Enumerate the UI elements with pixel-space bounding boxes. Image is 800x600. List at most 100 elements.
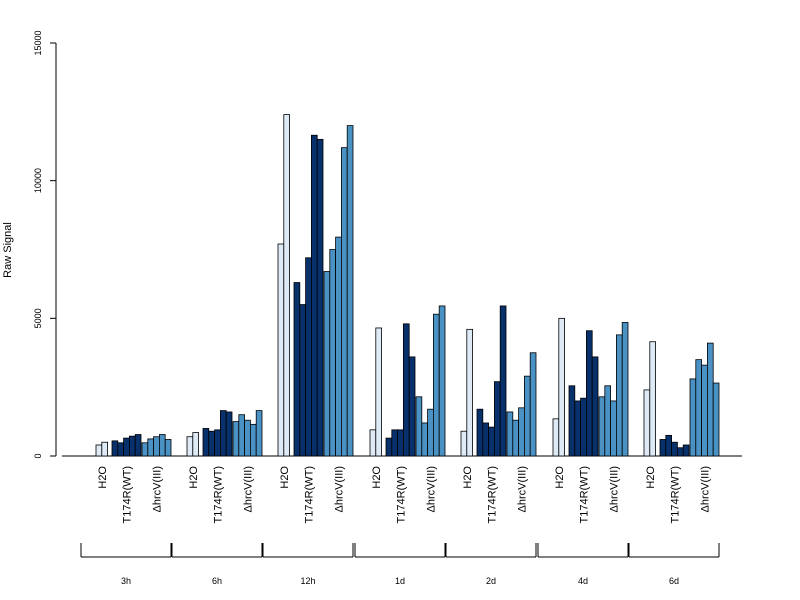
bar [695, 359, 702, 457]
category-label: H2O [645, 466, 657, 489]
category-label: T174R(WT) [670, 466, 682, 523]
category-label: H2O [279, 466, 291, 489]
bar [580, 397, 587, 457]
timepoint-label: 4d [578, 576, 588, 586]
category-label: T174R(WT) [487, 466, 499, 523]
timepoint-label: 6d [669, 576, 679, 586]
bar [147, 438, 155, 457]
bar [707, 342, 714, 457]
bar [192, 432, 200, 457]
bar [277, 243, 285, 457]
bar [476, 408, 484, 457]
bar [232, 421, 240, 457]
bar [568, 385, 576, 457]
bar [466, 328, 473, 457]
bar [186, 436, 194, 457]
bar [316, 138, 324, 457]
bar [305, 257, 312, 457]
bar [111, 440, 119, 457]
bar [518, 407, 525, 457]
bar [158, 434, 166, 457]
plot-area [62, 114, 742, 457]
category-label: T174R(WT) [122, 466, 134, 523]
bar [460, 430, 468, 457]
bar [310, 134, 318, 457]
bar [238, 414, 246, 457]
bar [95, 444, 103, 457]
bar [244, 419, 251, 457]
bar [128, 435, 136, 457]
bar [369, 429, 377, 457]
bar [340, 147, 348, 457]
category-label: H2O [97, 466, 109, 489]
bar [249, 423, 257, 457]
bar [164, 439, 172, 457]
category-label: T174R(WT) [579, 466, 591, 523]
timepoint-label: 12h [300, 576, 315, 586]
bar [438, 305, 446, 457]
bar [402, 323, 410, 457]
category-label: T174R(WT) [213, 466, 225, 523]
bar [421, 422, 428, 457]
bar [598, 396, 606, 457]
bar [604, 385, 611, 457]
category-label: ΔhrcV(III) [152, 466, 164, 512]
bar [335, 236, 342, 457]
bar [141, 442, 149, 457]
bar [558, 317, 565, 457]
bar [671, 441, 678, 457]
bar [524, 375, 531, 457]
bar [134, 434, 142, 457]
bar [117, 442, 125, 457]
y-tick-label: 10000 [33, 168, 43, 193]
category-label: ΔhrcV(III) [243, 466, 255, 512]
bar [123, 437, 130, 457]
category-label: H2O [554, 466, 566, 489]
bar [689, 378, 697, 457]
category-label: H2O [371, 466, 383, 489]
category-label: T174R(WT) [396, 466, 408, 523]
bar [659, 439, 667, 457]
bar [677, 447, 684, 457]
bar [682, 444, 690, 457]
bar [255, 410, 263, 457]
bar [499, 305, 507, 457]
bar [299, 304, 306, 457]
bar [643, 389, 651, 457]
bar [346, 125, 354, 457]
y-tick-label: 0 [33, 453, 43, 458]
timepoint-label: 1d [395, 576, 405, 586]
bar [202, 428, 210, 457]
category-label: ΔhrcV(III) [609, 466, 621, 512]
bar [397, 429, 404, 457]
y-tick-label: 5000 [33, 308, 43, 328]
bar [415, 396, 423, 457]
bar [323, 271, 331, 457]
bar [329, 249, 336, 457]
bar [283, 114, 290, 457]
y-axis: 0 5000 10000 15000 [33, 30, 57, 459]
bar [208, 430, 216, 457]
bar [701, 364, 708, 457]
category-label: T174R(WT) [304, 466, 316, 523]
timepoint-axis: 3h 6h 12h 1d 2d 4d 6d [80, 543, 720, 586]
bar [391, 429, 398, 457]
bar [375, 327, 382, 457]
bar [293, 282, 301, 457]
bar [621, 322, 629, 457]
bar [591, 356, 599, 457]
bar [101, 441, 109, 457]
bar [153, 436, 160, 457]
bar [493, 381, 501, 457]
category-label: ΔhrcV(III) [517, 466, 529, 512]
bar [610, 400, 617, 457]
bar [665, 434, 672, 457]
bar [586, 330, 593, 457]
category-label: ΔhrcV(III) [700, 466, 712, 512]
y-axis-label: Raw Signal [2, 222, 14, 278]
timepoint-label: 2d [486, 576, 496, 586]
bar [482, 422, 489, 457]
bar [552, 418, 560, 457]
bar [574, 400, 581, 457]
